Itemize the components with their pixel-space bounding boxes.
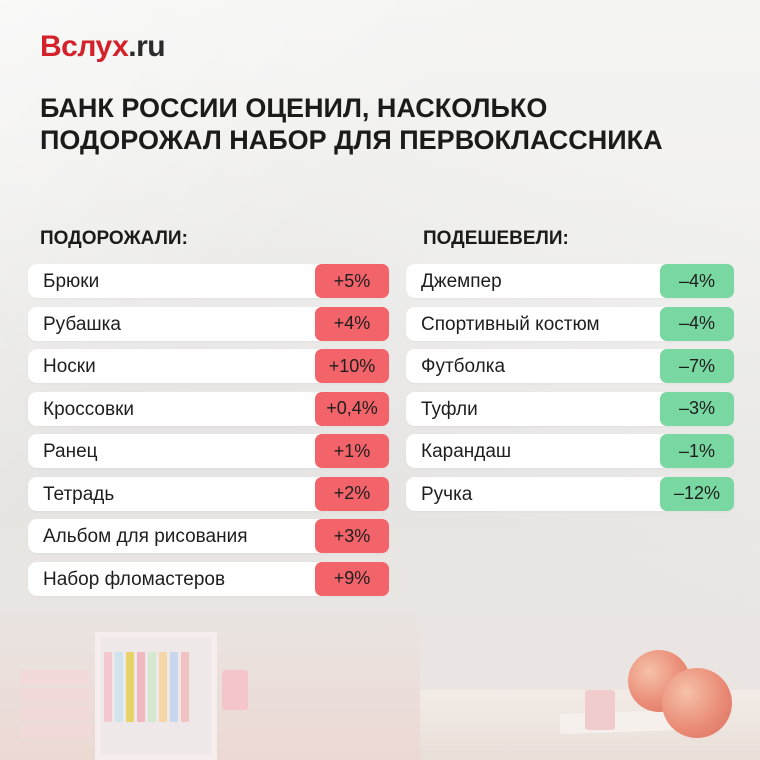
increase-badge: +3% — [315, 519, 389, 553]
list-item: Альбом для рисования +3% — [28, 519, 389, 553]
background-books — [104, 652, 189, 722]
item-name: Спортивный костюм — [421, 313, 600, 335]
decrease-badge: –12% — [660, 476, 734, 511]
item-name: Футболка — [421, 356, 506, 377]
list-item: Тетрадь +2% — [28, 476, 389, 511]
background-apple — [662, 668, 732, 738]
item-name: Альбом для рисования — [43, 526, 248, 547]
list-item: Набор фломастеров +9% — [28, 561, 389, 596]
decrease-badge: –1% — [660, 434, 734, 468]
list-item: Спортивный костюм –4% — [406, 306, 734, 341]
decrease-badge: –3% — [660, 391, 734, 426]
title-line-2: подорожал набор для первоклассника — [40, 125, 663, 156]
decrease-badge: –4% — [660, 264, 734, 298]
list-item: Носки +10% — [28, 349, 389, 383]
background-pencil-cup-right — [585, 690, 615, 730]
background-stack — [20, 670, 90, 760]
increase-badge: +2% — [315, 476, 389, 511]
decrease-badge: –4% — [660, 306, 734, 341]
increase-badge: +1% — [315, 434, 389, 468]
logo-brand: Вслух — [40, 30, 129, 63]
list-item: Ручка –12% — [406, 476, 734, 511]
list-item: Карандаш –1% — [406, 434, 734, 468]
increase-badge: +5% — [315, 264, 389, 298]
list-item: Туфли –3% — [406, 391, 734, 426]
decrease-badge: –7% — [660, 349, 734, 383]
increase-badge: +4% — [315, 306, 389, 341]
item-name: Джемпер — [421, 271, 502, 292]
list-item: Брюки +5% — [28, 264, 389, 298]
increase-badge: +9% — [315, 561, 389, 596]
item-name: Тетрадь — [43, 483, 115, 505]
decreased-heading: ПОДЕШЕВЕЛИ: — [423, 228, 569, 249]
site-logo[interactable]: Вслух.ru — [40, 30, 166, 64]
list-item: Кроссовки +0,4% — [28, 391, 389, 426]
list-item: Футболка –7% — [406, 349, 734, 383]
decreased-list: Джемпер –4% Спортивный костюм –4% Футбол… — [406, 264, 734, 519]
list-item: Рубашка +4% — [28, 306, 389, 341]
increase-badge: +10% — [315, 349, 389, 383]
list-item: Джемпер –4% — [406, 264, 734, 298]
page-title: Банк России оценил, насколько подорожал … — [40, 92, 730, 157]
logo-tld: .ru — [128, 30, 166, 63]
item-name: Ранец — [43, 441, 98, 462]
increase-badge: +0,4% — [315, 391, 389, 426]
increased-list: Брюки +5% Рубашка +4% Носки +10% Кроссов… — [28, 264, 389, 604]
item-name: Карандаш — [421, 441, 512, 462]
item-name: Туфли — [421, 398, 478, 420]
item-name: Набор фломастеров — [43, 568, 226, 590]
title-line-1: Банк России оценил, насколько — [40, 93, 548, 123]
item-name: Кроссовки — [43, 398, 135, 420]
item-name: Рубашка — [43, 313, 121, 335]
item-name: Брюки — [43, 271, 100, 292]
background-pencil-cup — [222, 670, 248, 710]
list-item: Ранец +1% — [28, 434, 389, 468]
increased-heading: ПОДОРОЖАЛИ: — [40, 228, 188, 249]
item-name: Носки — [43, 356, 96, 377]
item-name: Ручка — [421, 483, 473, 505]
